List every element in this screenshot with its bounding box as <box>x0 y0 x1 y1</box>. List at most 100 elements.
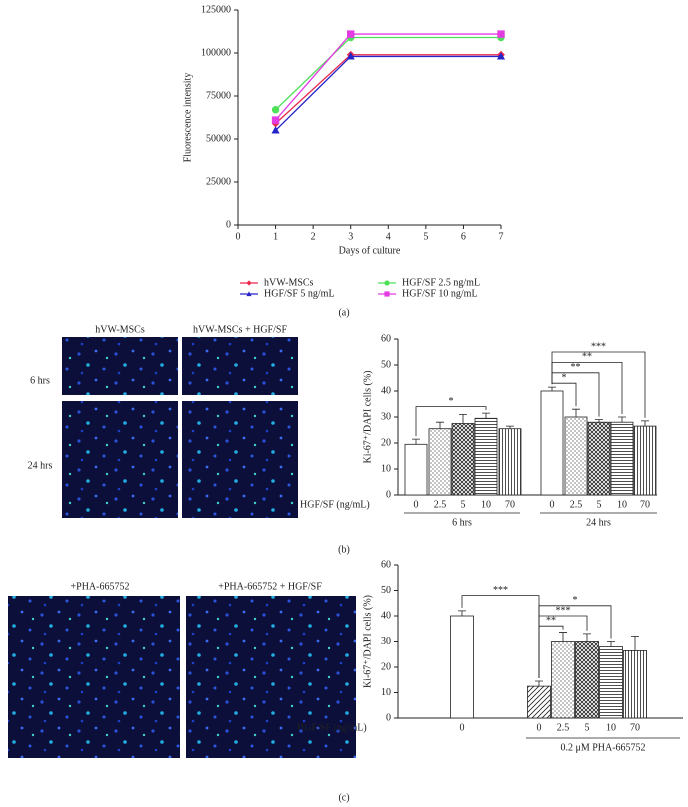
significance-label: *** <box>556 605 571 616</box>
bar <box>451 423 475 496</box>
x-tick-label: 2 <box>311 231 316 242</box>
y-tick-label: 50 <box>381 585 391 596</box>
error-bar <box>595 419 603 423</box>
group-label: 0.2 μM PHA-665752 <box>560 742 645 753</box>
x-tick-label: 5 <box>461 499 466 510</box>
bar <box>498 428 522 496</box>
y-tick-label: 0 <box>226 219 231 230</box>
marker <box>346 52 355 60</box>
y-tick-label: 100000 <box>201 47 231 58</box>
x-tick-label: 2.5 <box>570 499 583 510</box>
error-bar <box>618 416 626 423</box>
x-tick-label: 2.5 <box>434 499 447 510</box>
legend-label: hVW-MSCs <box>264 277 314 288</box>
x-tick-label: 4 <box>386 231 391 242</box>
bar <box>450 615 474 719</box>
legend-label: HGF/SF 10 ng/mL <box>402 288 478 299</box>
significance-bracket <box>551 351 646 418</box>
error-bar <box>559 632 567 642</box>
error-bar <box>631 636 639 651</box>
bar <box>587 421 611 496</box>
y-tick-label: 60 <box>381 333 391 344</box>
bar <box>564 416 588 496</box>
x-axis-label: HGF/SF (ng/mL) <box>297 722 367 733</box>
micrograph <box>62 337 178 395</box>
y-tick-label: 75000 <box>206 90 231 101</box>
y-axis-label: Ki-67⁺/DAPI cells (%) <box>362 370 373 463</box>
micrograph <box>186 596 356 758</box>
image-row-label: 6 hrs <box>30 375 50 386</box>
x-tick-label: 10 <box>481 499 491 510</box>
y-axis-label: Fluorescence intensity <box>182 73 193 163</box>
marker <box>496 52 506 60</box>
error-bar <box>548 386 556 391</box>
x-tick-label: 70 <box>640 499 650 510</box>
x-axis-label: Days of culture <box>339 245 401 256</box>
significance-bracket <box>415 406 487 437</box>
marker <box>347 30 355 38</box>
group-label: 24 hrs <box>586 517 611 528</box>
x-tick-label: 0 <box>537 722 542 733</box>
error-bar <box>412 438 420 445</box>
bar <box>428 428 452 496</box>
panel-caption: (c) <box>338 792 349 803</box>
group-label: 6 hrs <box>452 517 472 528</box>
significance-label: ** <box>582 352 592 363</box>
significance-label: * <box>562 372 567 383</box>
legend-marker <box>246 291 252 297</box>
x-tick-label: 0 <box>414 499 419 510</box>
x-tick-label: 10 <box>606 722 616 733</box>
significance-bracket <box>538 605 612 679</box>
image-column-label: +PHA-665752 + HGF/SF <box>218 581 322 592</box>
bar <box>633 425 657 496</box>
y-tick-label: 50 <box>381 359 391 370</box>
error-bar <box>506 425 514 429</box>
significance-label: * <box>573 595 578 606</box>
y-tick-label: 0 <box>386 489 391 500</box>
image-column-label: hVW-MSCs <box>95 324 145 335</box>
legend-marker <box>384 291 390 297</box>
x-tick-label: 5 <box>423 231 428 242</box>
error-bar <box>459 414 467 424</box>
y-tick-label: 40 <box>381 610 391 621</box>
significance-label: ** <box>571 362 581 373</box>
x-tick-label: 1 <box>273 231 278 242</box>
marker <box>497 30 505 38</box>
legend-marker <box>246 280 252 286</box>
error-bar <box>583 633 591 642</box>
x-tick-label: 2.5 <box>557 722 570 733</box>
panel-caption: (a) <box>338 307 349 318</box>
x-tick-label: 0 <box>460 722 465 733</box>
micrograph <box>62 401 178 518</box>
significance-bracket <box>551 382 577 407</box>
x-tick-label: 6 <box>461 231 466 242</box>
y-tick-label: 60 <box>381 559 391 570</box>
error-bar <box>535 680 543 687</box>
error-bar <box>607 641 615 647</box>
image-column-label: hVW-MSCs + HGF/SF <box>193 324 287 335</box>
x-tick-label: 3 <box>348 231 353 242</box>
bar <box>610 421 634 496</box>
bar <box>527 685 551 719</box>
y-tick-label: 25000 <box>206 176 231 187</box>
bar <box>474 417 498 496</box>
micrograph <box>182 401 298 518</box>
y-axis-label: Ki-67⁺/DAPI cells (%) <box>362 595 373 688</box>
x-tick-label: 70 <box>630 722 640 733</box>
panel-caption: (b) <box>338 544 350 555</box>
marker <box>271 106 280 114</box>
series-line <box>275 36 501 111</box>
y-tick-label: 30 <box>381 636 391 647</box>
y-tick-label: 20 <box>381 661 391 672</box>
y-tick-label: 30 <box>381 411 391 422</box>
marker <box>271 126 280 134</box>
error-bar <box>482 412 490 419</box>
y-tick-label: 20 <box>381 437 391 448</box>
error-bar <box>436 421 444 429</box>
x-tick-label: 0 <box>236 231 241 242</box>
y-tick-label: 50000 <box>206 133 231 144</box>
bar <box>575 641 599 719</box>
y-tick-label: 40 <box>381 385 391 396</box>
x-tick-label: 7 <box>499 231 504 242</box>
